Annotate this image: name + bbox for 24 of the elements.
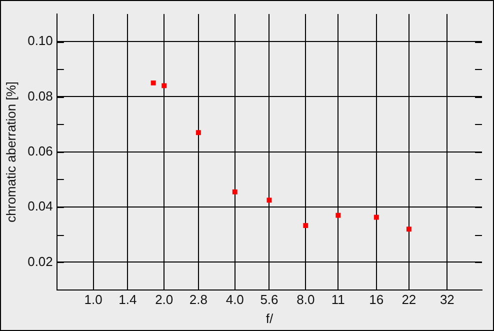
x-tick-label: 1.4 [118, 292, 137, 308]
y-axis-title: chromatic aberration [%] [3, 81, 18, 222]
y-tick-label: 0.10 [28, 33, 53, 48]
x-tick-label: 32 [440, 292, 454, 308]
point [232, 189, 238, 194]
y-tick-label: 0.02 [28, 254, 53, 269]
x-tick-label: 8.0 [296, 292, 315, 308]
point [162, 83, 167, 88]
point [406, 226, 412, 232]
y-tick-label: 0.04 [28, 198, 53, 214]
x-tick-label: 2.8 [189, 292, 208, 308]
x-tick-label: 1.0 [84, 292, 102, 308]
x-tick-label: 4.0 [226, 292, 244, 308]
x-tick-label: 22 [402, 292, 416, 308]
x-tick-label: 11 [331, 292, 345, 308]
x-tick-label: 5.6 [260, 292, 278, 308]
point [336, 212, 341, 218]
point [266, 198, 272, 203]
x-axis-title: f/ [266, 310, 274, 326]
point [196, 130, 201, 136]
y-tick-label: 0.06 [28, 143, 53, 158]
x-tick-label: 2.0 [155, 292, 174, 308]
x-tick-label: 16 [369, 292, 384, 308]
y-tick-label: 0.08 [28, 88, 53, 104]
